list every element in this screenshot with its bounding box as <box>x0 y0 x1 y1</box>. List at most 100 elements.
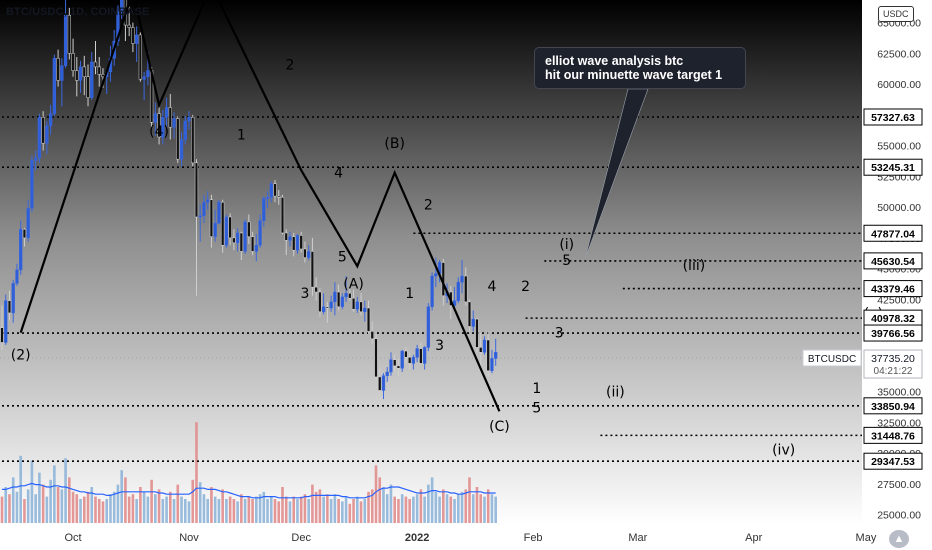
candle-body <box>269 183 273 198</box>
symbol-title[interactable]: BTC/USDC, 1D, COINBASE <box>6 6 150 18</box>
candle-body <box>209 199 214 237</box>
wave-label: 4 <box>487 279 496 295</box>
candle-body <box>422 347 427 364</box>
volume-bar <box>120 470 123 523</box>
candle-body <box>434 273 438 277</box>
volume-bar <box>430 477 434 523</box>
volume-bar <box>247 496 251 523</box>
volume-bar <box>389 484 393 523</box>
candle-body <box>60 65 64 81</box>
volume-bar <box>471 494 475 523</box>
volume-bar <box>367 491 370 523</box>
volume-bar <box>146 496 150 523</box>
candle-body <box>385 371 389 376</box>
candle-body <box>213 222 217 237</box>
candle-body <box>456 281 460 301</box>
candle-body <box>280 197 285 234</box>
time-tick-label: Dec <box>291 532 311 544</box>
time-tick-label: Mar <box>628 532 647 544</box>
candle-body <box>30 160 34 209</box>
candle-body <box>86 76 90 98</box>
volume-bar <box>240 494 243 523</box>
volume-bar <box>356 496 359 523</box>
volume-bar <box>11 477 15 523</box>
candle-body <box>408 356 412 364</box>
volume-bar <box>142 491 146 523</box>
tradingview-logo[interactable]: ▲ <box>889 530 909 548</box>
price-level-tag-label: 53245.31 <box>871 162 915 174</box>
price-level-tag-label: 31448.76 <box>871 430 915 442</box>
volume-bar <box>64 458 67 523</box>
volume-bar <box>79 499 82 523</box>
candle-body <box>344 293 348 298</box>
volume-bar <box>445 494 449 523</box>
candle-body <box>295 235 300 251</box>
candle-body <box>153 113 157 123</box>
elliott-wave-path <box>19 0 501 412</box>
price-level-tag-label: 33850.94 <box>871 401 915 413</box>
candle-body <box>333 291 337 303</box>
time-tick-label: May <box>856 532 877 544</box>
time-tick-label: Apr <box>745 532 762 544</box>
candle-body <box>325 306 330 309</box>
volume-bar <box>307 499 310 523</box>
candle-body <box>221 201 225 246</box>
price-tick-label: 32500.00 <box>877 417 921 429</box>
volume-bar <box>38 472 41 523</box>
volume-bar <box>221 489 224 523</box>
volume-bar <box>370 489 374 523</box>
volume-bar <box>468 477 471 523</box>
volume-bar <box>26 489 30 523</box>
candle-body <box>460 275 464 283</box>
wave-label: (ii) <box>606 385 625 401</box>
callout-line-1: elliot wave analysis btc <box>545 54 684 68</box>
volume-bar <box>494 496 497 523</box>
candle-body <box>161 117 165 138</box>
candle-body <box>475 318 479 348</box>
volume-bar <box>116 484 120 523</box>
candle-body <box>37 117 42 159</box>
volume-bar <box>183 499 187 523</box>
candle-body <box>164 107 169 118</box>
callout-line-2: hit our minuette wave target 1 <box>545 68 723 82</box>
candle-body <box>63 14 68 66</box>
candle-body <box>127 24 131 28</box>
price-levels-layer <box>0 116 862 463</box>
candle-body <box>348 293 352 299</box>
volume-bar <box>0 496 4 523</box>
volume-bar <box>165 496 168 523</box>
candle-body <box>254 245 258 252</box>
volume-bar <box>284 496 288 523</box>
volume-bar <box>176 484 180 523</box>
volume-bar <box>378 477 382 523</box>
candle-body <box>381 375 386 391</box>
volume-bar <box>404 496 408 523</box>
volume-bar <box>344 496 348 523</box>
volume-bar <box>82 496 86 523</box>
candle-body <box>490 358 494 372</box>
price-level-tag-label: 40978.32 <box>871 313 915 325</box>
volume-bar <box>329 499 333 523</box>
candle-body <box>310 251 315 288</box>
volume-bar <box>475 487 479 523</box>
candle-body <box>179 139 184 160</box>
annotation-callout[interactable]: elliot wave analysis btc hit our minuett… <box>534 47 746 89</box>
volume-bar <box>442 489 445 523</box>
candle-body <box>157 113 161 138</box>
volume-bar <box>281 487 284 523</box>
volume-bar <box>314 491 318 523</box>
volume-bar <box>236 501 239 523</box>
volume-bar <box>19 455 22 523</box>
candle-body <box>191 117 195 164</box>
wave-label: 1 <box>405 286 414 302</box>
volume-bar <box>397 499 400 523</box>
volume-bar <box>23 499 26 523</box>
currency-badge[interactable]: USDC <box>878 6 914 22</box>
candle-body <box>131 27 135 44</box>
volume-bar <box>228 496 232 523</box>
candle-body <box>172 118 176 128</box>
wave-label: 1 <box>237 127 246 143</box>
